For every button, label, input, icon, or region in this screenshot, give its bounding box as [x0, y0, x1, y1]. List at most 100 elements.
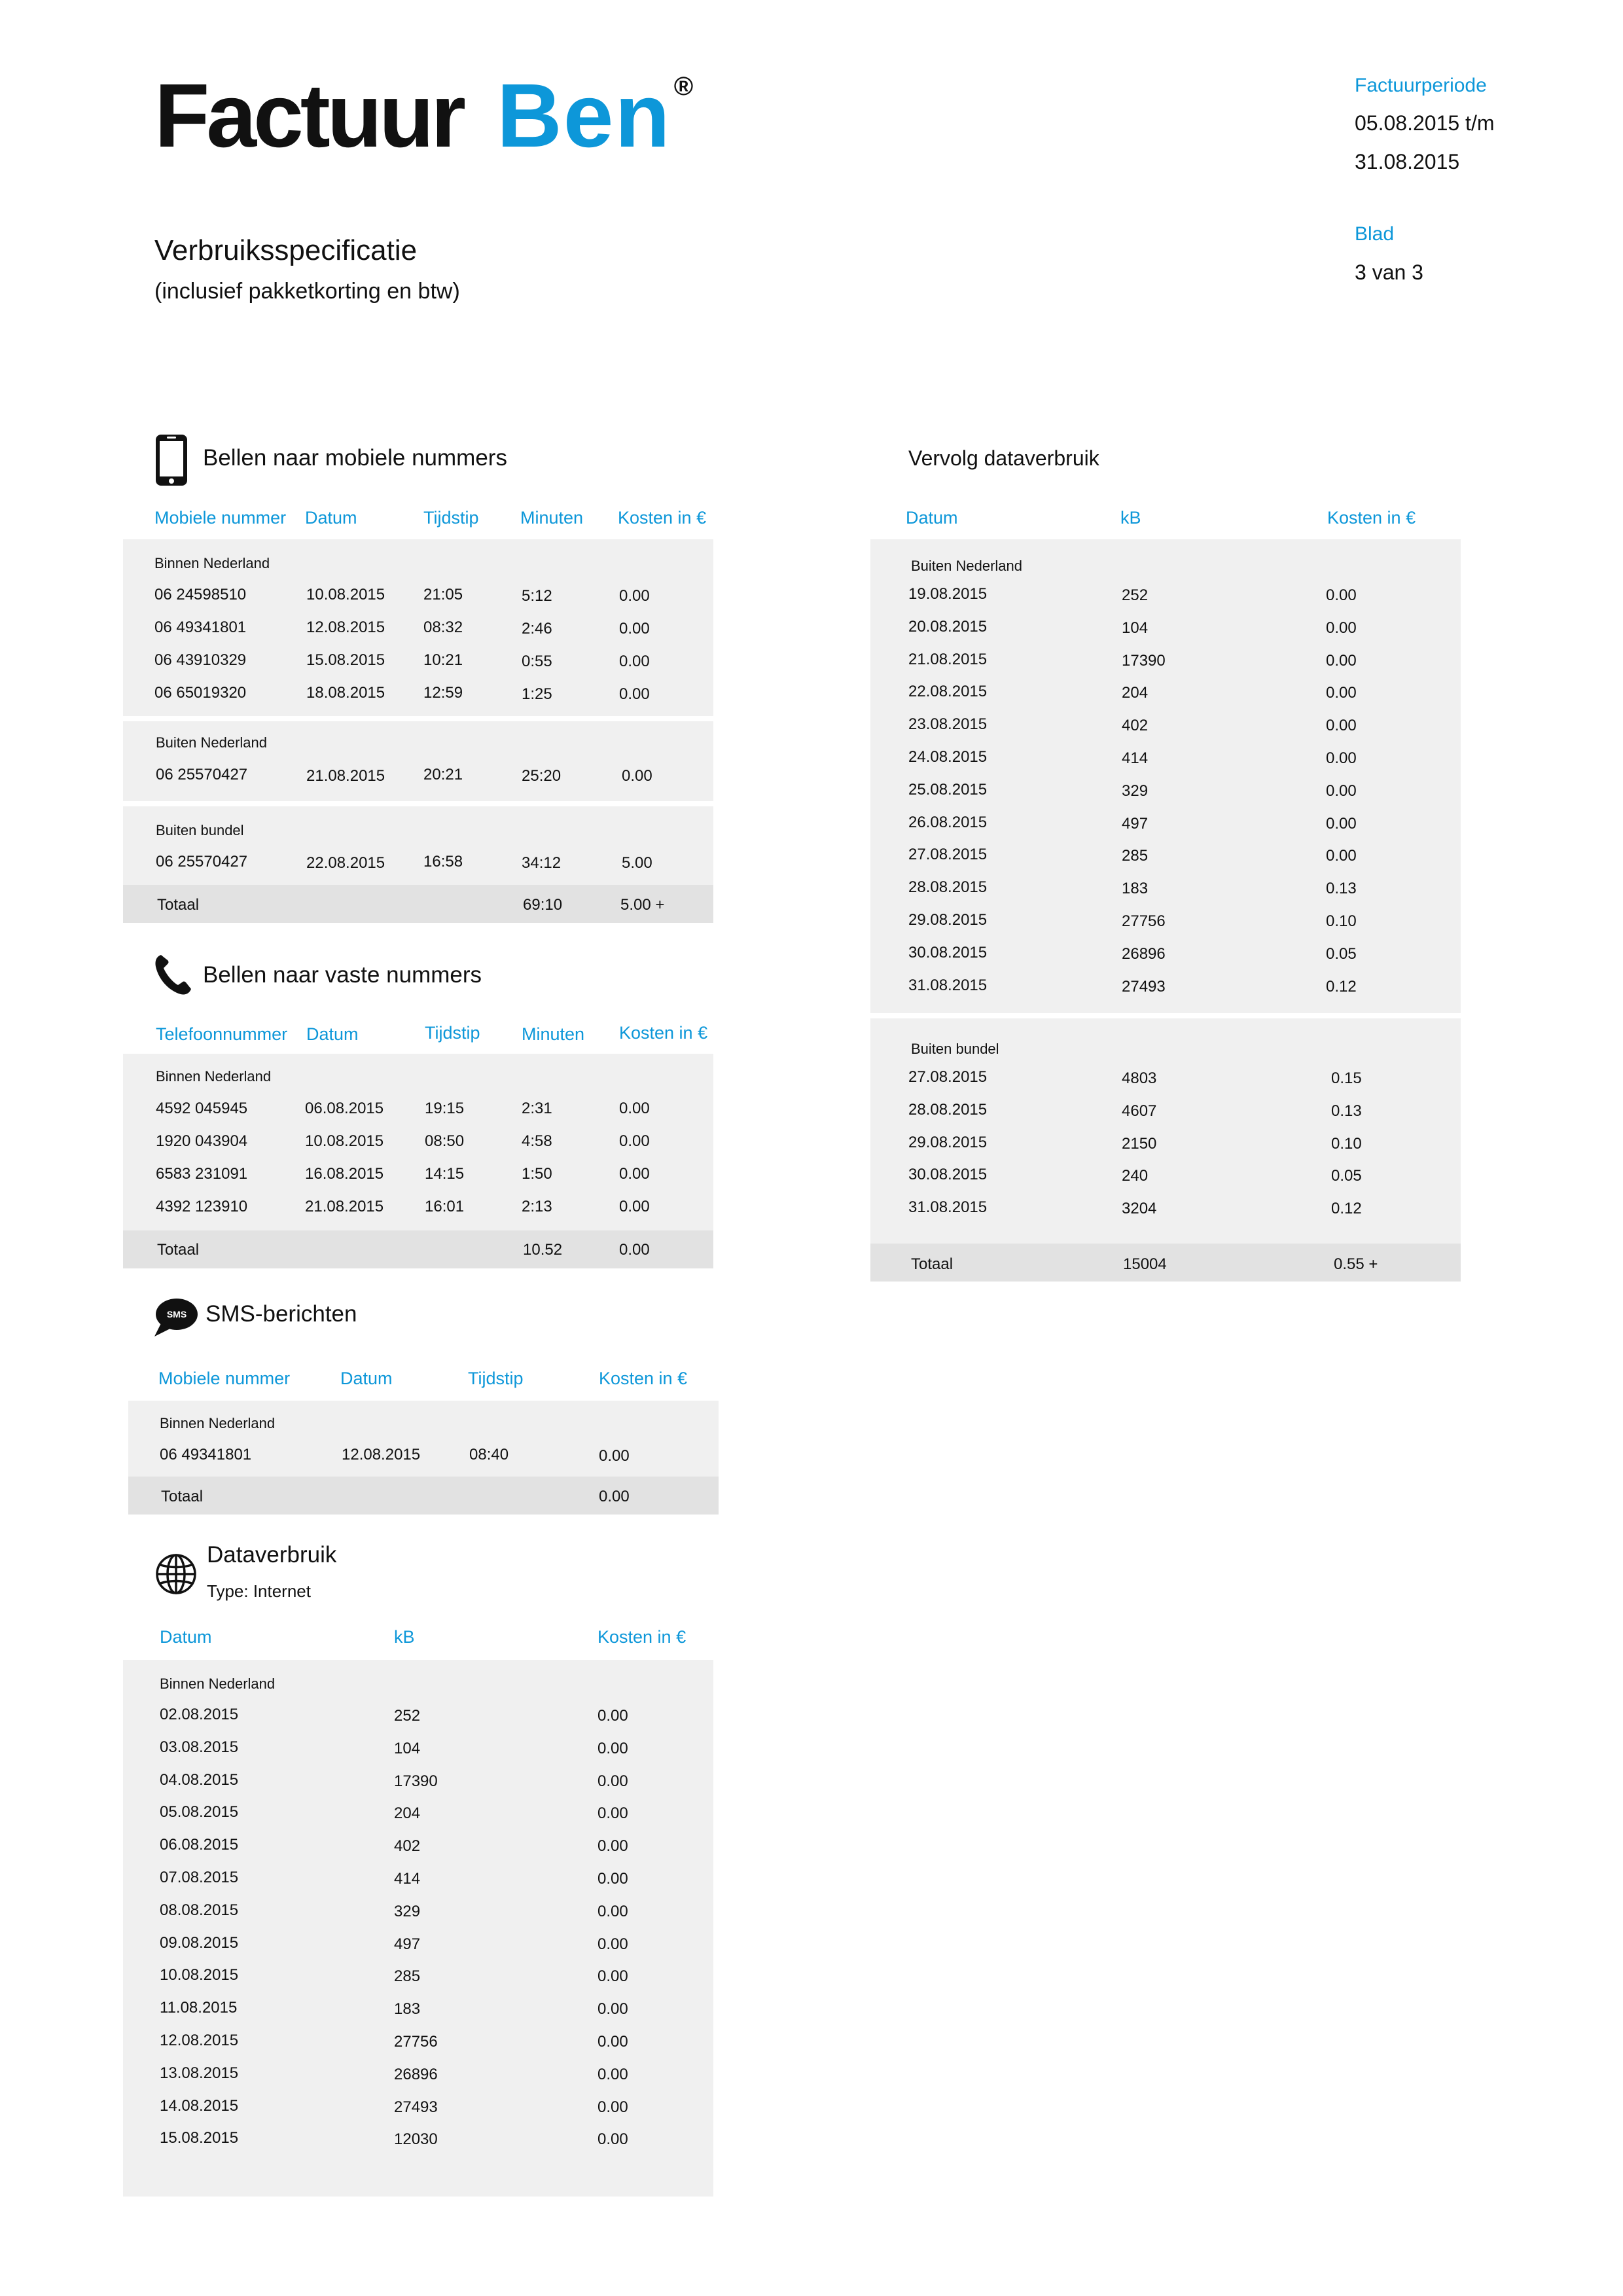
cell: 27.08.2015	[908, 1068, 988, 1086]
cell: 2150	[1122, 1134, 1157, 1153]
cell: 104	[1122, 619, 1149, 637]
cell: 15.08.2015	[306, 651, 385, 669]
cell: 02.08.2015	[160, 1706, 239, 1723]
group-label: Binnen Nederland	[160, 1415, 276, 1431]
cell: 16:58	[423, 853, 463, 870]
cell: 0.00	[597, 1870, 628, 1888]
cell: 06 25570427	[156, 853, 248, 870]
cell: 0.00	[597, 2000, 628, 2018]
cell: 26896	[1122, 944, 1166, 963]
cell: 0.00	[1326, 781, 1357, 800]
total-minutes: 69:10	[523, 896, 563, 914]
section-title-sms: SMS-berichten	[205, 1301, 357, 1327]
cell: 14.08.2015	[160, 2096, 239, 2115]
cell: 28.08.2015	[908, 878, 988, 897]
cell: 402	[1122, 717, 1149, 735]
cell: 21.08.2015	[908, 650, 988, 668]
cell: 0.13	[1331, 1102, 1362, 1120]
cell: 16:01	[425, 1198, 465, 1215]
telephone-handset-icon	[155, 955, 191, 995]
cell: 204	[394, 1804, 421, 1823]
cell: 329	[394, 1902, 421, 1920]
total-label: Totaal	[161, 1488, 204, 1505]
cell: 07.08.2015	[160, 1869, 239, 1886]
sms-speech-bubble-icon: SMS	[154, 1299, 198, 1336]
section-title-data: Dataverbruik	[207, 1542, 337, 1568]
cell: 5.00	[622, 854, 652, 872]
col-header: Minuten	[522, 1024, 585, 1044]
cell: 06.08.2015	[160, 1836, 239, 1854]
cell: 0.15	[1331, 1069, 1362, 1087]
col-header: Datum	[906, 508, 958, 528]
cell: 12.08.2015	[342, 1446, 421, 1463]
cell: 240	[1122, 1167, 1149, 1185]
cell: 30.08.2015	[908, 1166, 988, 1184]
cell: 10.08.2015	[160, 1966, 239, 1984]
cell: 06 49341801	[154, 619, 247, 636]
cell: 204	[1122, 684, 1149, 702]
cell: 21.08.2015	[306, 767, 385, 785]
cell: 0.00	[597, 1837, 628, 1856]
cell: 1:50	[522, 1165, 552, 1183]
cell: 06 43910329	[154, 651, 247, 669]
cell: 22.08.2015	[306, 854, 385, 872]
total-cost: 5.00 +	[620, 896, 665, 914]
total-row	[870, 1244, 1461, 1282]
cell: 21:05	[423, 586, 463, 603]
cell: 0.00	[597, 1739, 628, 1757]
cell: 0.10	[1331, 1134, 1362, 1153]
cell: 0.00	[1326, 814, 1357, 833]
cell: 0.00	[599, 1447, 630, 1465]
cell: 4607	[1122, 1102, 1157, 1120]
cell: 26896	[394, 2065, 438, 2083]
cell: 18.08.2015	[306, 684, 385, 702]
group-label: Binnen Nederland	[160, 1676, 276, 1692]
cell: 27756	[394, 2033, 438, 2051]
cell: 0.05	[1331, 1167, 1362, 1185]
cell: 0.00	[619, 1165, 650, 1183]
total-label: Totaal	[157, 896, 200, 914]
cell: 5:12	[522, 587, 552, 605]
cell: 285	[1122, 847, 1149, 865]
total-cost: 0.00	[599, 1488, 630, 1505]
group-label: Binnen Nederland	[156, 1068, 272, 1085]
page-label: Blad	[1355, 223, 1395, 245]
section-subtitle-data: Type: Internet	[207, 1581, 311, 1601]
cell: 13.08.2015	[160, 2064, 239, 2082]
cell: 06 24598510	[154, 586, 247, 603]
table-group-block	[123, 721, 713, 801]
cell: 402	[394, 1837, 421, 1856]
total-minutes: 10.52	[523, 1241, 563, 1259]
cell: 414	[394, 1870, 421, 1888]
brand-logo: Factuur Ben ®	[154, 71, 693, 161]
cell: 3204	[1122, 1200, 1157, 1218]
col-header: Kosten in €	[597, 1627, 687, 1647]
col-header: kB	[394, 1627, 415, 1647]
cell: 11.08.2015	[160, 1999, 238, 2017]
col-header: kB	[1120, 508, 1141, 528]
cell: 0.00	[597, 1707, 628, 1725]
cell: 2:46	[522, 620, 552, 637]
cell: 16.08.2015	[305, 1165, 384, 1183]
cell: 08:40	[469, 1446, 509, 1463]
mobile-phone-icon	[156, 435, 187, 486]
cell: 08.08.2015	[160, 1901, 239, 1919]
section-title-landline: Bellen naar vaste nummers	[203, 962, 482, 988]
col-header: Telefoonnummer	[156, 1024, 288, 1044]
cell: 12.08.2015	[160, 2032, 239, 2049]
cell: 27756	[1122, 912, 1166, 930]
table-group-block	[123, 1054, 713, 1234]
cell: 14:15	[425, 1165, 465, 1183]
cell: 1:25	[522, 685, 552, 703]
cell: 20.08.2015	[908, 617, 988, 636]
cell: 183	[1122, 880, 1149, 898]
cell: 05.08.2015	[160, 1803, 239, 1821]
cell: 0.00	[597, 2098, 628, 2116]
cell: 12030	[394, 2130, 438, 2149]
cell: 20:21	[423, 766, 463, 783]
col-header: Kosten in €	[599, 1369, 688, 1388]
cell: 12:59	[423, 684, 463, 702]
total-cost: 0.00	[619, 1241, 650, 1259]
cell: 03.08.2015	[160, 1738, 239, 1756]
cell: 10.08.2015	[306, 586, 385, 603]
